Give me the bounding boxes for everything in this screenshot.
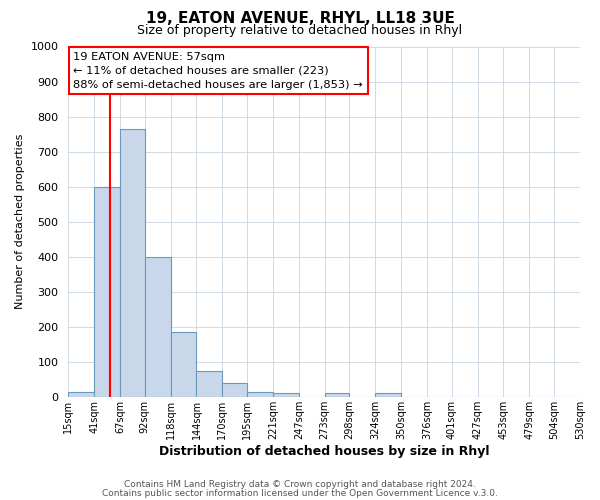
Text: Contains HM Land Registry data © Crown copyright and database right 2024.: Contains HM Land Registry data © Crown c… xyxy=(124,480,476,489)
Bar xyxy=(222,384,247,397)
Text: Contains public sector information licensed under the Open Government Licence v.: Contains public sector information licen… xyxy=(102,489,498,498)
X-axis label: Distribution of detached houses by size in Rhyl: Distribution of detached houses by size … xyxy=(159,444,490,458)
Bar xyxy=(247,392,273,397)
Y-axis label: Number of detached properties: Number of detached properties xyxy=(15,134,25,310)
Bar xyxy=(120,129,145,397)
Bar xyxy=(94,186,120,397)
Bar xyxy=(170,332,196,397)
Bar xyxy=(273,394,299,397)
Bar xyxy=(145,256,170,397)
Bar xyxy=(196,370,222,397)
Bar xyxy=(325,394,349,397)
Text: 19 EATON AVENUE: 57sqm
← 11% of detached houses are smaller (223)
88% of semi-de: 19 EATON AVENUE: 57sqm ← 11% of detached… xyxy=(73,52,363,90)
Text: 19, EATON AVENUE, RHYL, LL18 3UE: 19, EATON AVENUE, RHYL, LL18 3UE xyxy=(146,11,454,26)
Text: Size of property relative to detached houses in Rhyl: Size of property relative to detached ho… xyxy=(137,24,463,37)
Bar xyxy=(68,392,94,397)
Bar xyxy=(376,394,401,397)
